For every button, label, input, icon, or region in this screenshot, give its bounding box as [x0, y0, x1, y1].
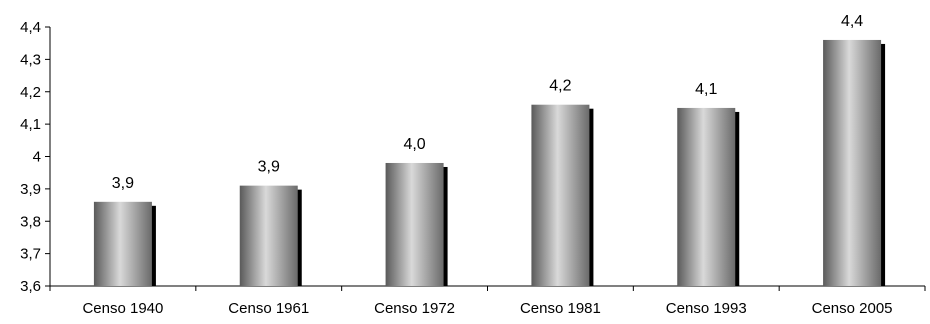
x-tick-label: Censo 2005 — [812, 300, 893, 317]
x-tick-label: Censo 1981 — [520, 300, 601, 317]
y-tick-label: 4,2 — [20, 84, 41, 101]
x-tick-label: Censo 1993 — [666, 300, 747, 317]
x-tick-label: Censo 1940 — [82, 300, 163, 317]
data-label: 3,9 — [112, 175, 134, 192]
y-tick-label: 3,9 — [20, 181, 41, 198]
y-tick-label: 3,7 — [20, 246, 41, 263]
y-tick-label: 4 — [33, 149, 41, 166]
bar — [93, 201, 152, 286]
bars — [93, 39, 886, 287]
data-label: 4,4 — [841, 13, 863, 30]
bar — [385, 162, 444, 286]
data-labels: 3,9 3,9 4,0 4,2 4,1 4,4 — [112, 13, 864, 192]
data-label: 4,0 — [403, 136, 425, 153]
x-tick-label: Censo 1972 — [374, 300, 455, 317]
x-tick-label: Censo 1961 — [228, 300, 309, 317]
y-tick-label: 4,3 — [20, 51, 41, 68]
y-tick-label: 3,6 — [20, 278, 41, 295]
bar — [823, 39, 882, 287]
bar — [531, 104, 590, 286]
data-label: 4,1 — [695, 81, 717, 98]
bar — [677, 107, 736, 286]
data-label: 3,9 — [258, 159, 280, 176]
bar — [239, 185, 298, 286]
y-axis: 3,6 3,7 3,8 3,9 4 4,1 4,2 4,3 4,4 — [20, 19, 51, 295]
x-axis: Censo 1940 Censo 1961 Censo 1972 Censo 1981… — [49, 285, 926, 317]
y-tick-label: 4,1 — [20, 116, 41, 133]
y-tick-label: 3,8 — [20, 213, 41, 230]
y-tick-label: 4,4 — [20, 19, 41, 36]
data-label: 4,2 — [549, 78, 571, 95]
